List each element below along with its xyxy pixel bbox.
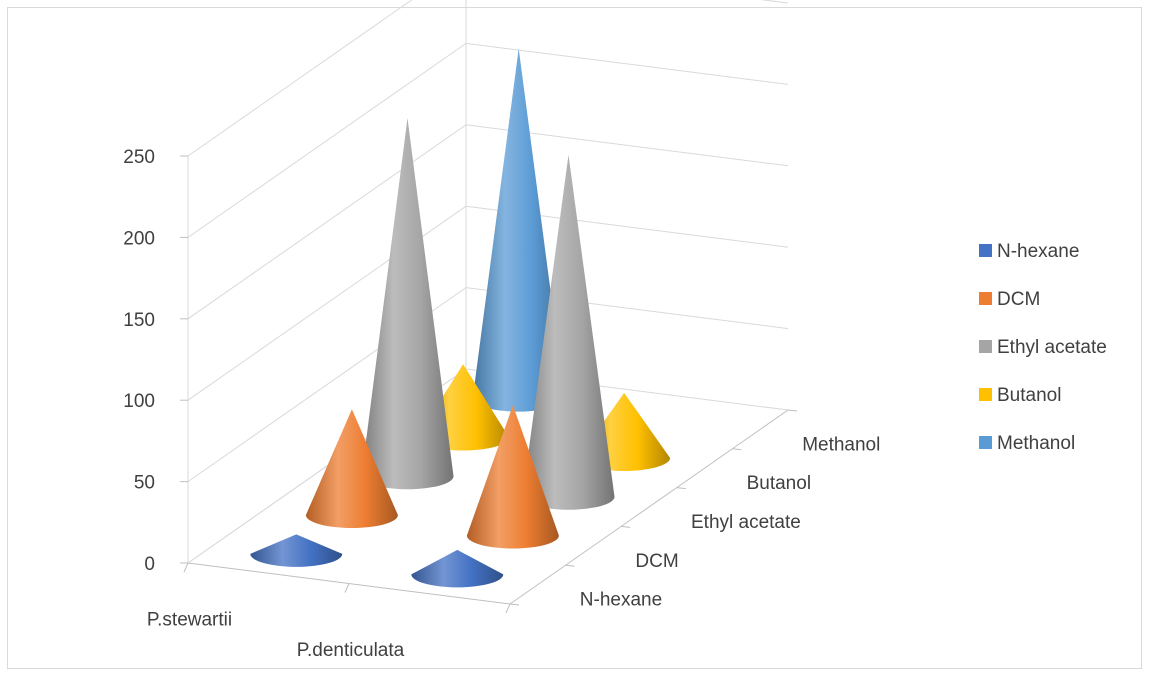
y-tick-label: 250 [123,147,155,168]
cones [250,48,671,588]
legend-label: Butanol [997,385,1061,406]
cone-dcm-p-denticulata-body [466,405,559,549]
legend-item: Ethyl acetate [979,337,1107,358]
depth-tick-label: N-hexane [580,590,662,611]
y-tick-label: 0 [144,554,155,575]
depth-tick-label: Ethyl acetate [691,512,801,533]
depth-tick-mark [565,564,575,567]
cone-methanol-p-stewartii-body [472,48,565,412]
legend-label: Ethyl acetate [997,337,1107,358]
cone-n-hexane-p-stewartii-body [250,534,343,567]
cone-ethyl-acetate-p-stewartii [361,118,454,490]
legend: N-hexane DCM Ethyl acetate Butanol Methanol [979,241,1107,454]
gridline-side [187,0,413,157]
y-axis-labels: 0 50 100 150 200 250 [123,147,188,575]
gridline-side [187,124,467,320]
floor-right-edge [509,409,789,605]
y-tick-label: 200 [123,228,155,249]
gridline-side [187,42,467,238]
legend-swatch [979,436,992,449]
cone-ethyl-acetate-p-denticulata-body [522,154,615,510]
cone-ethyl-acetate-p-denticulata [522,154,615,510]
x-tick-label: P.stewartii [147,609,232,630]
x-tick-mark [505,603,511,614]
cone-dcm-p-denticulata [466,405,559,549]
depth-tick-label: Butanol [747,473,811,494]
legend-label: DCM [997,289,1040,310]
cone-methanol-p-stewartii [472,48,565,412]
depth-tick-mark [509,603,520,606]
x-axis-labels: P.stewartii P.denticulata [147,562,511,661]
depth-tick-label: Methanol [802,434,880,455]
gridline-back [465,42,789,85]
legend-item: Butanol [979,385,1061,406]
legend-label: N-hexane [997,241,1079,262]
depth-tick-mark [676,487,686,490]
x-tick-label: P.denticulata [297,640,405,661]
y-tick-label: 150 [123,310,155,331]
depth-tick-label: DCM [635,551,678,572]
cone-n-hexane-p-denticulata [411,549,504,588]
legend-item: N-hexane [979,241,1079,262]
legend-item: DCM [979,289,1040,310]
legend-swatch [979,292,992,305]
gridline-back [760,0,789,4]
cone-dcm-p-stewartii [305,409,398,529]
cone-n-hexane-p-denticulata-body [411,549,504,588]
x-tick-mark [183,562,189,573]
depth-tick-mark [787,409,798,412]
cone-n-hexane-p-stewartii [250,534,343,567]
legend-swatch [979,340,992,353]
depth-tick-mark [621,525,631,528]
depth-axis-labels: N-hexane DCM Ethyl acetate Butanol Methanol [509,409,880,611]
legend-swatch [979,388,992,401]
cone-ethyl-acetate-p-stewartii-body [361,118,454,490]
cone-dcm-p-stewartii-body [305,409,398,529]
legend-item: Methanol [979,433,1075,454]
y-tick-label: 100 [123,391,155,412]
y-tick-label: 50 [134,473,155,494]
legend-label: Methanol [997,433,1075,454]
depth-tick-mark [732,448,742,451]
legend-swatch [979,244,992,257]
x-tick-mark [344,583,350,593]
